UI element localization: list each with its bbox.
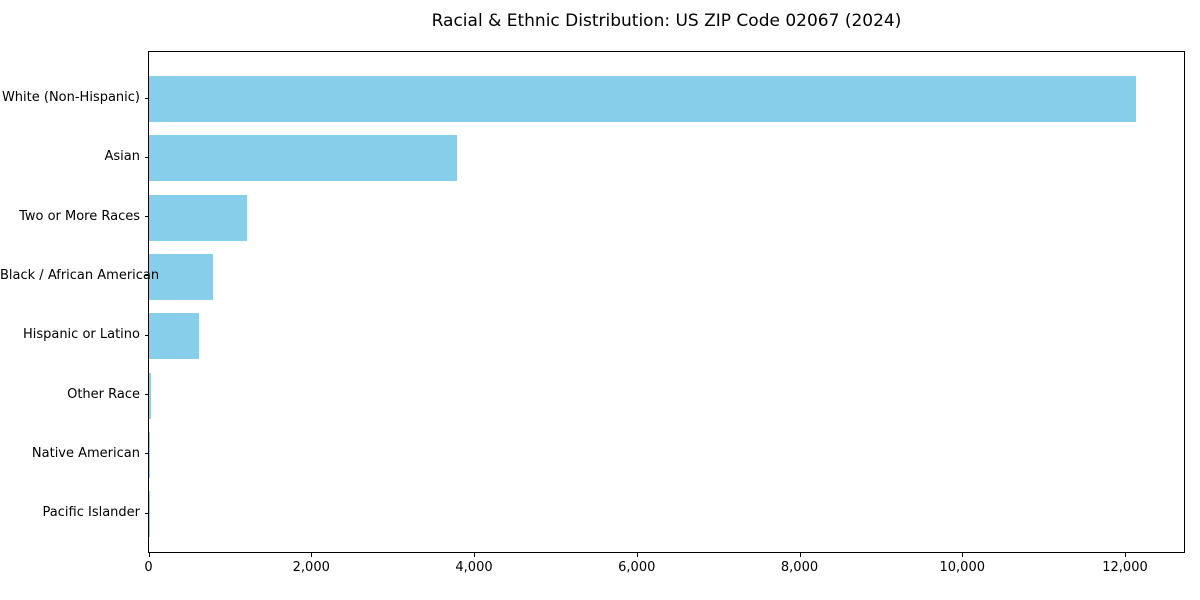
x-tick <box>1125 553 1126 557</box>
y-tick-label: Asian <box>104 149 140 165</box>
y-tick-label: Native American <box>31 445 140 461</box>
bar <box>149 194 248 241</box>
y-tick <box>144 512 149 514</box>
y-tick <box>144 216 149 218</box>
y-tick-label: Black / African American <box>0 267 160 283</box>
y-tick <box>144 275 149 277</box>
y-tick <box>144 97 149 99</box>
x-tick <box>799 553 801 557</box>
bar <box>149 76 1137 122</box>
y-tick <box>144 394 149 396</box>
y-tick-label: White (Non-Hispanic) <box>1 90 140 105</box>
x-tick-label: 4,000 <box>455 560 493 575</box>
y-tick <box>144 156 149 158</box>
x-tick-label: 0 <box>144 560 153 575</box>
bar <box>149 135 457 182</box>
y-tick-label: Two or More Races <box>19 208 140 224</box>
y-tick <box>144 334 149 336</box>
bar <box>149 313 199 360</box>
y-tick-label: Other Race <box>67 386 140 402</box>
y-tick <box>144 453 149 455</box>
x-tick-label: 10,000 <box>939 560 986 575</box>
y-tick-label: Pacific Islander <box>42 505 140 521</box>
y-tick-label: Hispanic or Latino <box>22 327 140 343</box>
x-tick-label: 2,000 <box>292 560 330 575</box>
chart-title: Racial & Ethnic Distribution: US ZIP Cod… <box>431 11 902 31</box>
x-tick <box>311 553 313 557</box>
bar <box>149 253 214 300</box>
x-tick-label: 12,000 <box>1102 560 1148 575</box>
plot-area <box>148 51 1185 553</box>
x-tick <box>148 553 150 557</box>
bar <box>149 431 150 478</box>
x-tick-label: 8,000 <box>780 560 819 575</box>
x-tick <box>962 553 964 557</box>
bar <box>149 372 152 419</box>
x-tick-label: 6,000 <box>618 560 656 575</box>
x-tick <box>636 553 638 557</box>
x-tick <box>474 553 475 557</box>
